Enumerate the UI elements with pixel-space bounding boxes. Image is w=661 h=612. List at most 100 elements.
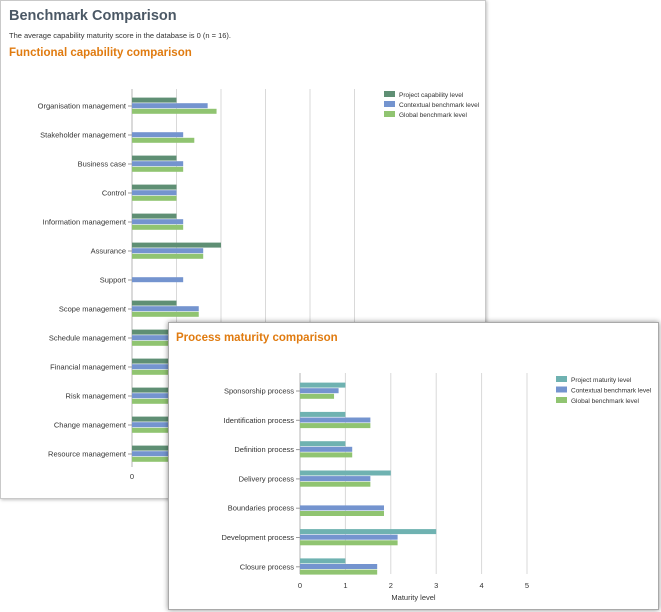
bar-project-capability-level	[132, 329, 177, 335]
legend-label: Contextual benchmark level	[399, 102, 480, 109]
bar-project-capability-level	[132, 184, 177, 190]
legend-swatch	[556, 376, 567, 382]
bar-global-benchmark-level	[132, 369, 184, 375]
bar-global-benchmark-level	[132, 166, 184, 172]
category-label: Financial management	[50, 363, 127, 372]
category-label: Change management	[54, 421, 127, 430]
bar-global-benchmark-level	[132, 253, 204, 259]
legend-swatch	[384, 101, 395, 107]
bar-contextual-benchmark-level	[132, 190, 177, 196]
bar-contextual-benchmark-level	[300, 564, 378, 569]
bar-global-benchmark-level	[300, 393, 335, 399]
process-chart-title: Process maturity comparison	[176, 332, 338, 344]
legend-swatch	[384, 91, 395, 97]
bar-global-benchmark-level	[132, 108, 217, 114]
legend-label: Project capability level	[399, 92, 464, 99]
bar-project-capability-level	[132, 242, 221, 248]
bar-global-benchmark-level	[132, 224, 184, 230]
bar-global-benchmark-level	[132, 398, 184, 404]
bar-project-capability-level	[132, 97, 177, 103]
bar-contextual-benchmark-level	[132, 422, 184, 428]
category-label: Boundaries process	[228, 504, 295, 513]
bar-project-capability-level	[132, 416, 177, 422]
category-label: Support	[100, 276, 127, 285]
legend-swatch	[384, 111, 395, 117]
legend-swatch	[556, 386, 567, 393]
bar-project-maturity-level	[300, 558, 346, 564]
bar-contextual-benchmark-level	[132, 393, 184, 399]
x-axis-label: Maturity level	[391, 593, 436, 602]
bar-global-benchmark-level	[300, 511, 384, 516]
bar-global-benchmark-level	[132, 195, 177, 201]
bar-global-benchmark-level	[132, 456, 184, 462]
bar-project-maturity-level	[300, 441, 346, 447]
category-label: Development process	[221, 533, 294, 542]
bar-contextual-benchmark-level	[132, 219, 184, 225]
bar-contextual-benchmark-level	[132, 103, 208, 109]
bar-global-benchmark-level	[300, 569, 378, 575]
category-label: Stakeholder management	[40, 131, 127, 140]
category-label: Information management	[43, 218, 127, 227]
bar-contextual-benchmark-level	[300, 417, 371, 423]
bar-contextual-benchmark-level	[300, 446, 353, 452]
process-maturity-chart: 0 1 2 3 4 5 Maturity level Sponsorship process I…	[221, 373, 652, 602]
bar-global-benchmark-level	[132, 311, 199, 317]
bar-project-capability-level	[132, 445, 177, 451]
category-label: Assurance	[91, 247, 126, 256]
x-tick-label: 3	[434, 581, 438, 590]
x-tick-label: 2	[389, 581, 393, 590]
x-tick-label: 1	[343, 581, 347, 590]
page-title: Benchmark Comparison	[9, 8, 177, 24]
page-subtitle: The average capability maturity score in…	[9, 31, 231, 40]
bar-project-maturity-level	[300, 382, 346, 388]
legend-label: Global benchmark level	[399, 112, 467, 119]
bar-project-maturity-level	[300, 411, 346, 417]
category-label: Sponsorship process	[224, 387, 294, 396]
category-label: Risk management	[66, 392, 127, 401]
bar-contextual-benchmark-level	[132, 277, 184, 283]
x-tick-label: 5	[525, 581, 529, 590]
category-label: Definition process	[234, 445, 294, 454]
bar-global-benchmark-level	[132, 427, 184, 433]
legend-swatch	[556, 397, 567, 403]
bar-contextual-benchmark-level	[300, 505, 384, 511]
bar-project-capability-level	[132, 358, 177, 364]
bar-contextual-benchmark-level	[132, 248, 204, 254]
category-label: Control	[102, 189, 127, 198]
category-label: Organisation management	[38, 102, 127, 111]
bar-contextual-benchmark-level	[132, 451, 184, 457]
bar-project-maturity-level	[300, 529, 437, 535]
bar-global-benchmark-level	[300, 423, 371, 429]
bar-project-capability-level	[132, 387, 177, 393]
category-label: Delivery process	[239, 474, 295, 483]
functional-chart-title: Functional capability comparison	[9, 47, 192, 59]
bar-global-benchmark-level	[132, 137, 195, 143]
bar-global-benchmark-level	[300, 540, 398, 546]
bar-contextual-benchmark-level	[132, 132, 184, 138]
category-label: Scope management	[59, 305, 127, 314]
bar-global-benchmark-level	[132, 340, 184, 346]
bar-project-capability-level	[132, 213, 177, 219]
bar-global-benchmark-level	[300, 452, 353, 458]
bar-contextual-benchmark-level	[132, 335, 184, 341]
bar-contextual-benchmark-level	[300, 534, 398, 540]
bar-contextual-benchmark-level	[300, 388, 339, 394]
bar-contextual-benchmark-level	[300, 476, 371, 482]
bar-project-capability-level	[132, 155, 177, 161]
category-label: Identification process	[224, 416, 295, 425]
category-label: Business case	[78, 160, 126, 169]
bar-project-maturity-level	[300, 470, 391, 476]
category-label: Schedule management	[49, 334, 127, 343]
legend-label: Global benchmark level	[571, 398, 639, 405]
x-tick-label: 0	[298, 581, 302, 590]
bar-project-capability-level	[132, 300, 177, 306]
legend-label: Contextual benchmark level	[571, 388, 652, 395]
bar-global-benchmark-level	[300, 481, 371, 487]
legend-label: Project maturity level	[571, 377, 632, 384]
bar-contextual-benchmark-level	[132, 161, 184, 167]
process-maturity-panel: Process maturity comparison 0 1 2 3 4 5 Maturi…	[168, 322, 659, 610]
bar-contextual-benchmark-level	[132, 364, 184, 370]
bar-contextual-benchmark-level	[132, 306, 199, 312]
category-label: Resource management	[48, 450, 127, 459]
x-tick-label: 4	[480, 581, 484, 590]
